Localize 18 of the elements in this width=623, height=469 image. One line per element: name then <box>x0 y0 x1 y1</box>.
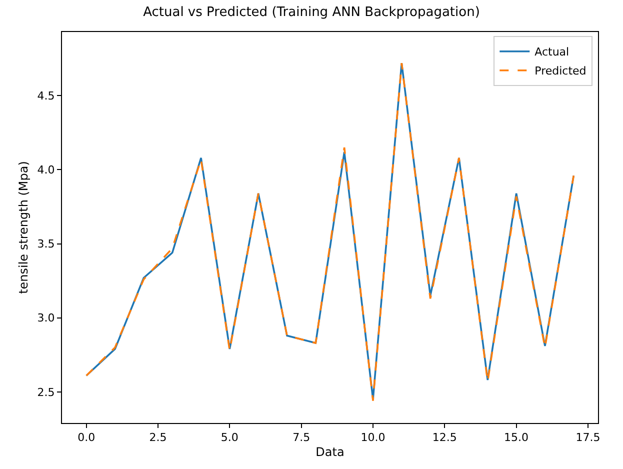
x-tick-label: 7.5 <box>292 431 310 444</box>
x-tick-label: 15.0 <box>504 431 529 444</box>
x-tick-label: 17.5 <box>576 431 600 444</box>
x-axis-title: Data <box>316 445 344 460</box>
y-axis-title: tensile strength (Mpa) <box>16 161 31 294</box>
x-tick-label: 2.5 <box>149 431 167 444</box>
x-tick-label: 12.5 <box>432 431 457 444</box>
x-tick-label: 0.0 <box>78 431 96 444</box>
legend-label: Predicted <box>534 64 586 78</box>
x-tick-label: 10.0 <box>360 431 386 444</box>
y-tick-label: 4.5 <box>37 90 55 103</box>
y-tick-label: 4.0 <box>37 164 55 177</box>
y-tick-label: 2.5 <box>37 386 55 399</box>
chart-title: Actual vs Predicted (Training ANN Backpropagation) <box>143 5 480 20</box>
x-tick-label: 5.0 <box>220 431 238 444</box>
y-tick-label: 3.5 <box>37 238 55 251</box>
y-tick-label: 3.0 <box>37 312 55 325</box>
legend-label: Actual <box>534 46 570 59</box>
